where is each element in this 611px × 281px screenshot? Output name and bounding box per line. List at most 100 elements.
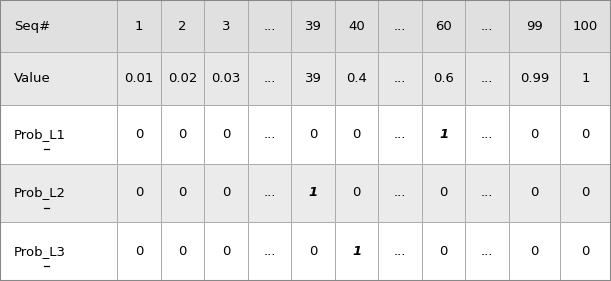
- Bar: [422, 53, 466, 105]
- Bar: [0, 222, 117, 281]
- Bar: [466, 105, 509, 164]
- Bar: [248, 53, 291, 105]
- Bar: [291, 53, 335, 105]
- Text: ...: ...: [481, 186, 493, 200]
- Bar: [291, 222, 335, 281]
- Bar: [378, 0, 422, 53]
- Text: 0: 0: [178, 186, 187, 200]
- Text: ...: ...: [263, 186, 276, 200]
- Bar: [291, 105, 335, 164]
- Bar: [422, 222, 466, 281]
- Bar: [378, 53, 422, 105]
- Bar: [509, 164, 560, 222]
- Bar: [560, 53, 611, 105]
- Bar: [378, 222, 422, 281]
- Bar: [161, 53, 205, 105]
- Bar: [0, 105, 117, 164]
- Text: 0: 0: [178, 245, 187, 258]
- Bar: [335, 222, 378, 281]
- Bar: [248, 164, 291, 222]
- Bar: [291, 105, 335, 164]
- Text: 0: 0: [222, 128, 230, 141]
- Bar: [422, 53, 466, 105]
- Text: 0: 0: [530, 186, 538, 200]
- Text: ...: ...: [263, 20, 276, 33]
- Text: Prob_L2: Prob_L2: [14, 186, 66, 200]
- Bar: [248, 53, 291, 105]
- Text: 2: 2: [178, 20, 187, 33]
- Bar: [205, 105, 248, 164]
- Bar: [560, 222, 611, 281]
- Bar: [117, 0, 161, 53]
- Bar: [0, 53, 117, 105]
- Bar: [509, 53, 560, 105]
- Bar: [161, 164, 205, 222]
- Bar: [378, 164, 422, 222]
- Text: Prob_L1: Prob_L1: [14, 128, 66, 141]
- Bar: [0, 53, 117, 105]
- Bar: [291, 0, 335, 53]
- Bar: [205, 105, 248, 164]
- Bar: [117, 105, 161, 164]
- Bar: [560, 222, 611, 281]
- Text: ...: ...: [481, 245, 493, 258]
- Bar: [291, 53, 335, 105]
- Text: 0: 0: [178, 128, 187, 141]
- Bar: [161, 105, 205, 164]
- Bar: [422, 105, 466, 164]
- Bar: [422, 222, 466, 281]
- Bar: [205, 164, 248, 222]
- Text: ...: ...: [394, 186, 406, 200]
- Text: Value: Value: [14, 72, 51, 85]
- Text: 0.01: 0.01: [125, 72, 154, 85]
- Text: 0: 0: [439, 186, 448, 200]
- Bar: [422, 0, 466, 53]
- Text: 0.03: 0.03: [211, 72, 241, 85]
- Text: ...: ...: [394, 128, 406, 141]
- Text: 1: 1: [309, 186, 318, 200]
- Text: 3: 3: [222, 20, 230, 33]
- Bar: [117, 53, 161, 105]
- Bar: [509, 0, 560, 53]
- Text: 0.02: 0.02: [168, 72, 197, 85]
- Text: ...: ...: [481, 128, 493, 141]
- Text: ...: ...: [481, 72, 493, 85]
- Text: 1: 1: [439, 128, 448, 141]
- Bar: [509, 53, 560, 105]
- Bar: [466, 53, 509, 105]
- Text: 0: 0: [530, 245, 538, 258]
- Text: 40: 40: [348, 20, 365, 33]
- Bar: [378, 105, 422, 164]
- Bar: [378, 222, 422, 281]
- Bar: [560, 0, 611, 53]
- Bar: [560, 164, 611, 222]
- Bar: [466, 105, 509, 164]
- Text: 0: 0: [135, 245, 144, 258]
- Bar: [291, 0, 335, 53]
- Text: 0: 0: [222, 186, 230, 200]
- Text: 0: 0: [439, 245, 448, 258]
- Bar: [205, 53, 248, 105]
- Text: 1: 1: [352, 245, 361, 258]
- Bar: [205, 53, 248, 105]
- Bar: [560, 105, 611, 164]
- Bar: [378, 0, 422, 53]
- Text: 0: 0: [309, 245, 317, 258]
- Text: 0: 0: [135, 128, 144, 141]
- Bar: [378, 164, 422, 222]
- Bar: [335, 53, 378, 105]
- Text: ...: ...: [263, 72, 276, 85]
- Bar: [560, 105, 611, 164]
- Bar: [466, 222, 509, 281]
- Bar: [291, 164, 335, 222]
- Bar: [335, 105, 378, 164]
- Text: 0: 0: [581, 245, 590, 258]
- Text: Prob_L3: Prob_L3: [14, 245, 66, 258]
- Text: ...: ...: [394, 245, 406, 258]
- Bar: [205, 222, 248, 281]
- Bar: [422, 105, 466, 164]
- Bar: [509, 222, 560, 281]
- Text: ...: ...: [394, 72, 406, 85]
- Bar: [248, 105, 291, 164]
- Bar: [335, 0, 378, 53]
